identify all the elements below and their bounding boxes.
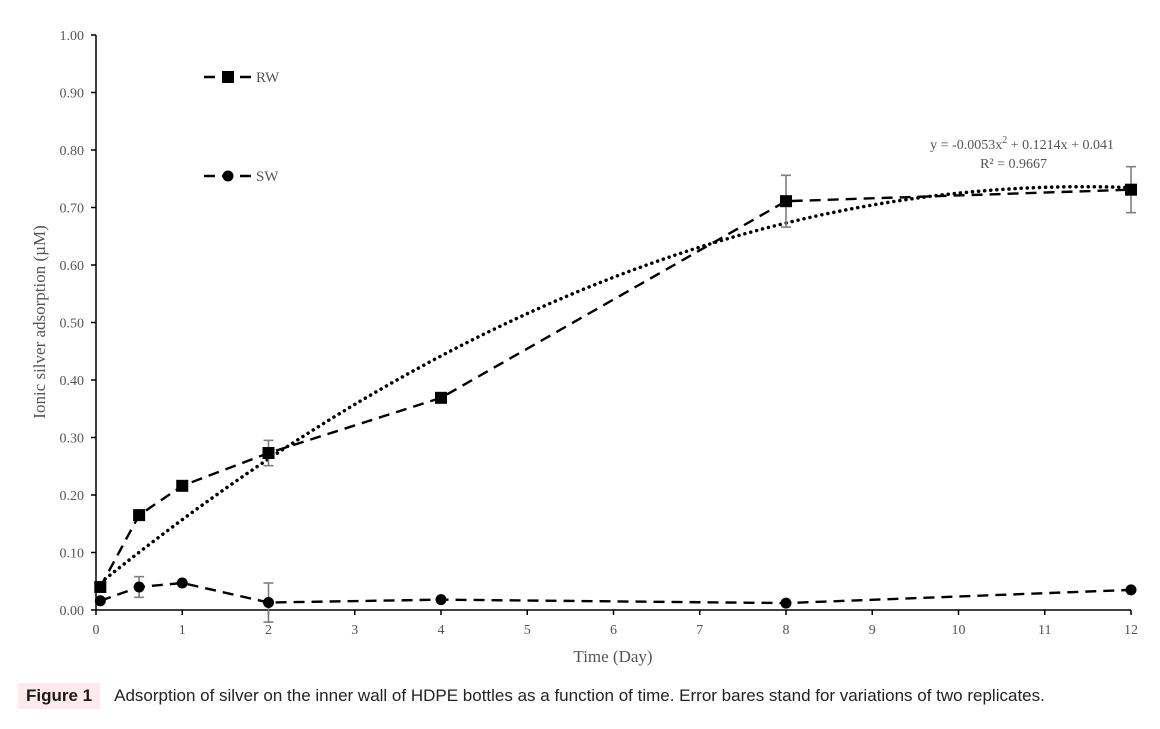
y-tick-label: 0.50 — [60, 317, 85, 332]
y-tick-label: 0.00 — [60, 604, 85, 619]
data-point-sw — [263, 597, 274, 609]
axes — [95, 35, 1131, 611]
y-tick-label: 0.90 — [60, 87, 85, 102]
y-tick-label: 0.80 — [60, 144, 85, 159]
trendline-layer — [98, 184, 1133, 585]
data-point-rw — [262, 447, 275, 460]
data-point-rw — [94, 581, 107, 593]
x-tick-label: 4 — [438, 623, 445, 638]
x-tick-label: 7 — [696, 623, 703, 638]
x-ticks: 0 1 2 3 4 5 6 7 8 9 10 11 12 — [93, 610, 1138, 638]
legend-label-rw: RW — [256, 70, 280, 86]
series-rw — [94, 165, 1137, 593]
x-axis-title: Time (Day) — [573, 647, 652, 666]
y-tick-label: 1.00 — [60, 29, 85, 44]
y-tick-label: 0.60 — [60, 259, 85, 274]
data-point-rw — [780, 195, 792, 208]
data-point-rw — [1125, 183, 1137, 196]
data-point-sw — [176, 577, 188, 589]
x-tick-label: 1 — [179, 623, 186, 638]
data-point-rw — [133, 509, 146, 522]
x-tick-label: 12 — [1124, 623, 1138, 638]
series-line-rw — [99, 188, 1132, 588]
x-tick-label: 10 — [952, 623, 966, 638]
legend-label-sw: SW — [256, 169, 279, 185]
figure-caption: Figure 1 Adsorption of silver on the inn… — [18, 683, 1045, 709]
data-point-rw — [435, 391, 447, 404]
y-axis-title: Ionic silver adsorption (µM) — [30, 225, 49, 418]
figure-label: Figure 1 — [18, 683, 101, 709]
legend-item-rw: RW — [204, 70, 280, 86]
legend-marker-sw — [222, 170, 234, 182]
series-layer — [94, 165, 1137, 623]
y-ticks: 0.00 0.10 0.20 0.30 0.40 0.50 0.60 0.70 0.80 0.90… — [60, 29, 96, 619]
y-tick-label: 0.20 — [60, 489, 85, 504]
trendline-equation: y = -0.0053x2 + 0.1214x + 0.041 — [930, 135, 1114, 153]
data-point-sw — [435, 594, 447, 606]
trendline-annotation: y = -0.0053x2 + 0.1214x + 0.041 R² = 0.9… — [930, 135, 1114, 172]
y-tick-label: 0.40 — [60, 374, 85, 389]
y-tick-label: 0.70 — [60, 202, 85, 217]
trendline-r-squared: R² = 0.9667 — [980, 157, 1047, 172]
data-point-sw — [94, 595, 106, 607]
series-line-sw — [99, 581, 1132, 605]
caption-text: Adsorption of silver on the inner wall o… — [114, 686, 1045, 705]
equation-superscript: 2 — [1002, 135, 1007, 146]
y-tick-label: 0.10 — [60, 547, 85, 562]
x-tick-label: 3 — [351, 623, 358, 638]
data-point-sw — [780, 597, 792, 609]
y-tick-label: 0.30 — [60, 432, 85, 447]
x-tick-label: 6 — [610, 623, 617, 638]
x-tick-label: 2 — [265, 623, 272, 638]
x-tick-label: 0 — [93, 623, 100, 638]
x-tick-label: 9 — [869, 623, 876, 638]
data-point-rw — [176, 479, 189, 492]
series-sw — [94, 575, 1137, 623]
legend-marker-rw — [222, 71, 234, 83]
legend: RW SW — [204, 70, 280, 185]
legend-item-sw: SW — [204, 169, 279, 185]
x-tick-label: 8 — [783, 623, 790, 638]
x-tick-label: 11 — [1038, 623, 1051, 638]
x-tick-label: 5 — [524, 623, 531, 638]
trendline-rw — [98, 184, 1133, 585]
data-point-sw — [133, 581, 145, 593]
data-point-sw — [1125, 584, 1137, 596]
